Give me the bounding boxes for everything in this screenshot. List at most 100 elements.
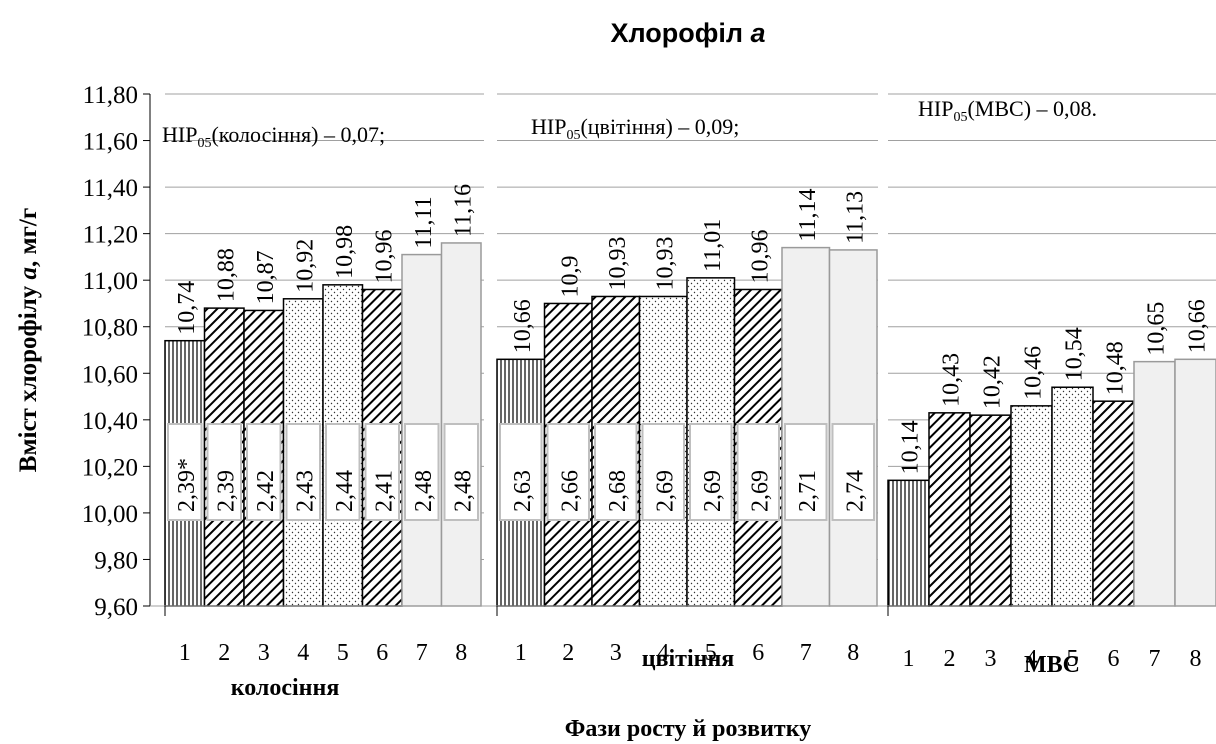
x-tick-label: 6 [376, 640, 388, 666]
ratio-box [364, 423, 400, 521]
ratio-box [499, 423, 543, 521]
x-tick-label: 7 [416, 640, 428, 666]
x-axis-label: Фази росту й розвитку [565, 716, 811, 742]
bar [887, 479, 930, 607]
data-label: 11,01 [700, 219, 726, 272]
ratio-box [404, 423, 440, 521]
bar [1174, 358, 1216, 607]
x-tick-label: 7 [800, 640, 812, 666]
data-label: 10,88 [213, 248, 239, 302]
ratio-label: 2,44 [332, 470, 358, 512]
ratio-label: 2,41 [371, 470, 397, 512]
x-tick-label: 2 [562, 640, 574, 666]
ratio-box [246, 423, 282, 521]
x-tick-label: 1 [515, 640, 527, 666]
ratio-box [443, 423, 479, 521]
x-tick-label: 5 [337, 640, 349, 666]
y-tick-label: 11,80 [83, 82, 138, 109]
panel-label: колосіння [231, 675, 340, 701]
x-tick-label: 8 [1190, 646, 1202, 672]
x-tick-label: 6 [752, 640, 764, 666]
ratio-label: 2,69 [652, 470, 678, 512]
nir-rest: (цвітіння) – 0,09; [580, 114, 739, 139]
y-tick-label: 9,80 [94, 547, 138, 574]
nir-annotation: НІР05(МВС) – 0,08. [918, 96, 1097, 125]
ratio-label: 2,39* [174, 458, 200, 512]
x-tick-label: 5 [1067, 646, 1079, 672]
data-label: 10,65 [1144, 302, 1170, 356]
bar [928, 412, 971, 607]
ratio-label: 2,74 [842, 470, 868, 512]
ratio-label: 2,48 [411, 470, 437, 512]
bar [969, 414, 1012, 607]
y-tick-label: 10,40 [82, 408, 138, 435]
x-tick-label: 6 [1108, 646, 1120, 672]
ratio-box [285, 423, 321, 521]
y-axis-label-rest: , мг/г [15, 208, 42, 267]
ratio-box [689, 423, 733, 521]
ratio-box [546, 423, 590, 521]
nir-rest: (МВС) – 0,08. [967, 96, 1097, 121]
ratio-label: 2,39 [213, 470, 239, 512]
nir-subscript: 05 [197, 136, 211, 151]
ratio-box [167, 423, 203, 521]
nir-annotation: НІР05(колосіння) – 0,07; [162, 122, 385, 151]
nir-subscript: 05 [953, 110, 967, 125]
ratio-box [206, 423, 242, 521]
ratio-label: 2,69 [700, 470, 726, 512]
x-tick-label: 2 [218, 640, 230, 666]
y-axis-label-main: Вміст хлорофілу [15, 279, 42, 472]
y-tick-label: 10,00 [82, 501, 138, 528]
bar [1092, 400, 1135, 607]
ratio-box [325, 423, 361, 521]
y-tick-label: 10,80 [82, 315, 138, 342]
nir-main: НІР [162, 122, 197, 147]
bar [1133, 360, 1176, 607]
y-tick-label: 11,20 [83, 222, 138, 249]
x-tick-label: 1 [179, 640, 191, 666]
x-tick-label: 4 [297, 640, 309, 666]
data-label: 10,98 [332, 225, 358, 279]
chart-title-italic: а [751, 18, 766, 48]
x-tick-label: 4 [657, 640, 669, 666]
data-label: 10,66 [510, 299, 536, 353]
data-label: 10,66 [1185, 299, 1211, 353]
data-label: 10,46 [1021, 346, 1047, 400]
data-label: 10,74 [174, 281, 200, 335]
y-axis-label-italic: а [15, 267, 42, 280]
ratio-label: 2,66 [557, 470, 583, 512]
x-tick-label: 2 [944, 646, 956, 672]
ratio-label: 2,71 [795, 470, 821, 512]
x-tick-label: 5 [705, 640, 717, 666]
ratio-box [736, 423, 780, 521]
nir-annotation: НІР05(цвітіння) – 0,09; [531, 114, 739, 143]
panel-label: цвітіння [642, 646, 735, 672]
data-label: 11,14 [795, 188, 821, 241]
data-label: 10,96 [747, 229, 773, 283]
ratio-box [784, 423, 828, 521]
chart-title-main: Хлорофіл [610, 18, 750, 48]
x-tick-label: 3 [610, 640, 622, 666]
data-label: 10,96 [371, 229, 397, 283]
y-tick-label: 10,60 [82, 361, 138, 388]
x-tick-label: 8 [847, 640, 859, 666]
nir-main: НІР [531, 114, 566, 139]
data-label: 10,92 [292, 239, 318, 293]
y-axis-label: Вміст хлорофілу а, мг/г [15, 208, 42, 472]
ratio-label: 2,63 [510, 470, 536, 512]
panel-label: МВС [1024, 652, 1080, 678]
data-label: 10,14 [898, 420, 924, 474]
nir-rest: (колосіння) – 0,07; [211, 122, 385, 147]
ratio-label: 2,68 [605, 470, 631, 512]
x-tick-label: 7 [1149, 646, 1161, 672]
data-label: 10,43 [939, 353, 965, 407]
nir-main: НІР [918, 96, 953, 121]
y-tick-label: 11,40 [83, 175, 138, 202]
x-tick-label: 3 [258, 640, 270, 666]
ratio-box [594, 423, 638, 521]
x-tick-label: 3 [985, 646, 997, 672]
bar [1010, 405, 1053, 607]
ratio-box [831, 423, 875, 521]
y-tick-label: 11,60 [83, 129, 138, 156]
data-label: 11,11 [411, 196, 437, 248]
